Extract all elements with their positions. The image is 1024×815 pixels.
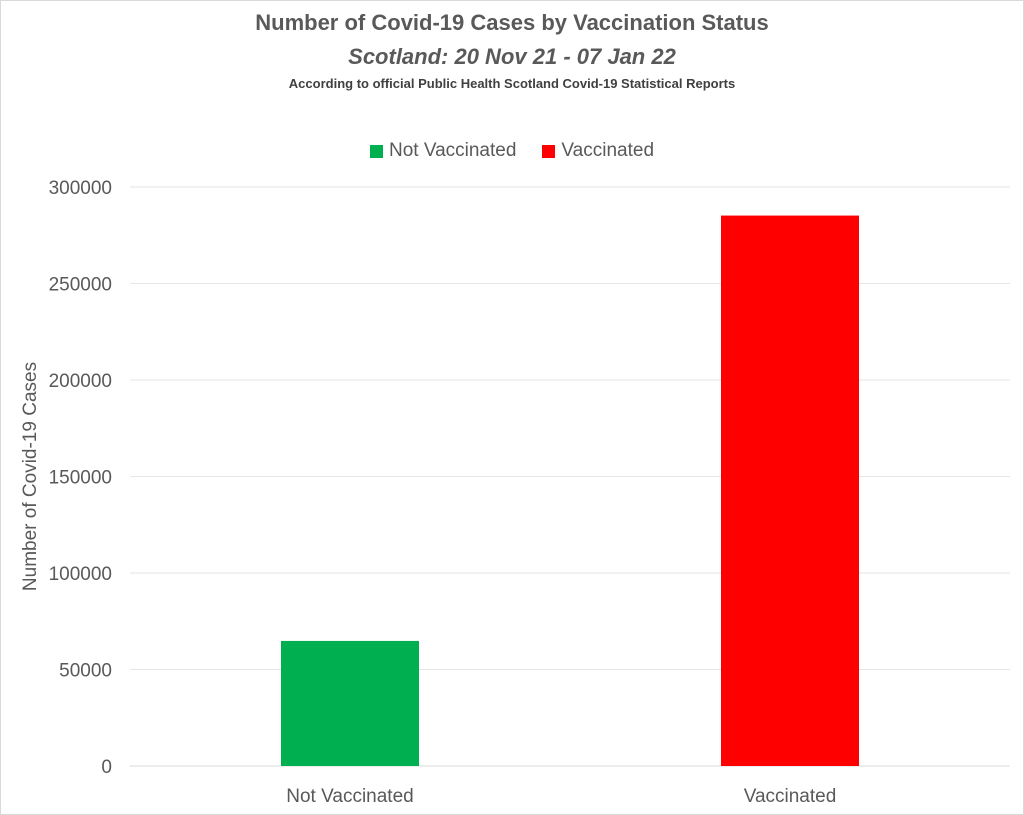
legend-label-vaccinated: Vaccinated — [561, 140, 655, 161]
y-tick-label: 100000 — [49, 564, 112, 585]
legend-label-not-vaccinated: Not Vaccinated — [388, 140, 517, 161]
chart-source-note: According to official Public Health Scot… — [288, 76, 736, 91]
y-tick-label: 300000 — [49, 178, 112, 199]
legend-item-vaccinated: Vaccinated — [542, 140, 654, 162]
y-tick-label: 250000 — [49, 275, 112, 296]
x-tick-label: Vaccinated — [744, 786, 837, 807]
y-tick-label: 200000 — [49, 371, 112, 392]
y-tick-label: 50000 — [59, 661, 112, 682]
y-tick-label: 0 — [101, 757, 112, 778]
bar — [281, 640, 419, 766]
legend-swatch-not-vaccinated — [369, 144, 383, 158]
y-tick-label: 150000 — [49, 468, 112, 489]
legend-item-not-vaccinated: Not Vaccinated — [369, 140, 517, 162]
y-axis-label: Number of Covid-19 Cases — [20, 362, 41, 591]
bar — [721, 215, 859, 767]
x-tick-label: Not Vaccinated — [286, 786, 413, 807]
chart-legend: Not Vaccinated Vaccinated — [0, 140, 1024, 162]
legend-swatch-vaccinated — [542, 144, 556, 158]
chart-title: Number of Covid-19 Cases by Vaccination … — [255, 10, 769, 35]
chart-subtitle: Scotland: 20 Nov 21 - 07 Jan 22 — [348, 44, 676, 69]
